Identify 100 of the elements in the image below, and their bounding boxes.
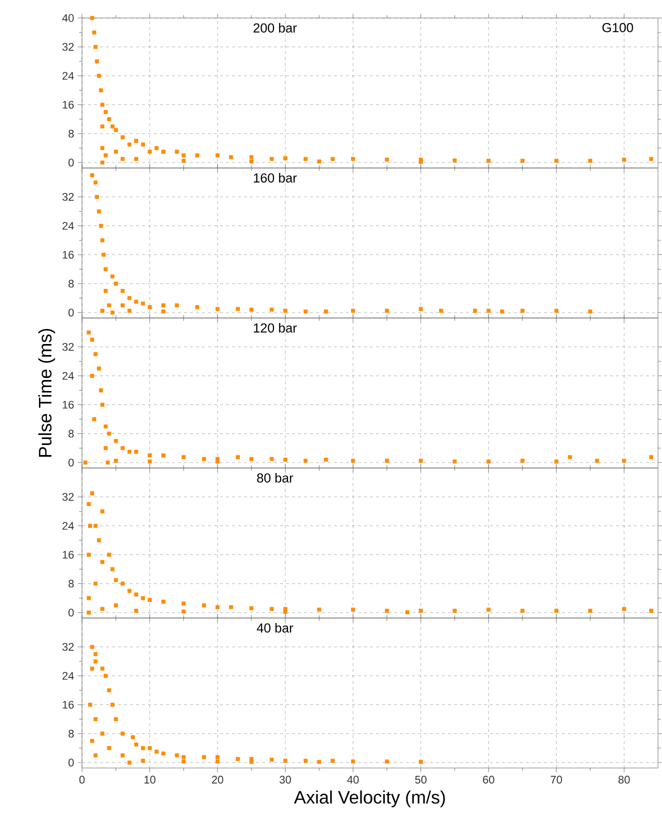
- point: [554, 459, 558, 464]
- point: [100, 560, 104, 564]
- point: [384, 308, 389, 313]
- y-tick-label: 32: [62, 43, 74, 51]
- point: [93, 180, 98, 184]
- point: [93, 582, 98, 586]
- point: [283, 156, 288, 160]
- point: [438, 308, 443, 313]
- point: [283, 458, 288, 462]
- point: [270, 456, 274, 461]
- point: [148, 459, 152, 464]
- point: [90, 644, 94, 649]
- point: [154, 750, 158, 754]
- point: [114, 438, 118, 443]
- point: [236, 756, 240, 761]
- point: [90, 173, 94, 178]
- point: [106, 432, 111, 436]
- point: [100, 666, 104, 671]
- point: [202, 755, 206, 760]
- point: [148, 598, 152, 602]
- point: [106, 117, 111, 122]
- point: [303, 309, 308, 314]
- point: [283, 308, 288, 313]
- point: [90, 666, 94, 671]
- point: [303, 758, 308, 763]
- annotation: 200 bar: [253, 23, 297, 33]
- point: [236, 455, 240, 460]
- x-axis-title: Axial Velocity (m/s): [294, 790, 445, 808]
- point: [154, 146, 158, 150]
- point: [86, 596, 91, 600]
- point: [100, 308, 104, 313]
- point: [161, 600, 166, 604]
- point: [90, 338, 94, 342]
- point: [93, 753, 98, 758]
- point: [100, 160, 104, 165]
- point: [249, 308, 254, 312]
- point: [100, 509, 104, 514]
- point: [249, 760, 254, 764]
- point: [270, 308, 274, 312]
- point: [194, 153, 199, 158]
- point: [93, 652, 98, 656]
- point: [500, 309, 504, 314]
- point: [134, 592, 138, 596]
- point: [120, 135, 124, 140]
- point: [134, 608, 138, 613]
- y-tick-label: 16: [62, 700, 74, 709]
- point: [93, 659, 98, 664]
- point: [101, 252, 106, 257]
- y-tick-label: 8: [68, 430, 74, 438]
- point: [418, 306, 423, 311]
- point: [127, 588, 132, 593]
- point: [86, 610, 91, 615]
- x-tick-label: 60: [482, 776, 494, 784]
- point: [486, 608, 490, 612]
- point: [120, 156, 124, 161]
- point: [520, 608, 524, 613]
- y-tick-label: 16: [62, 400, 74, 409]
- point: [270, 606, 274, 611]
- point: [330, 156, 335, 161]
- point: [161, 303, 166, 308]
- y-tick-label: 8: [68, 580, 74, 588]
- point: [134, 138, 138, 143]
- point: [161, 752, 166, 756]
- point: [96, 74, 101, 78]
- point: [202, 456, 206, 461]
- point: [384, 759, 389, 764]
- y-tick-label: 32: [62, 493, 74, 501]
- point: [622, 158, 626, 162]
- point: [472, 308, 477, 313]
- point: [350, 156, 355, 161]
- point: [181, 455, 186, 460]
- point: [148, 453, 152, 458]
- y-tick-label: 8: [68, 730, 74, 738]
- point: [554, 308, 558, 313]
- point: [350, 308, 355, 313]
- point: [324, 309, 328, 314]
- y-tick-label: 16: [62, 550, 74, 559]
- point: [100, 124, 104, 128]
- point: [520, 458, 524, 463]
- y-tick-label: 24: [62, 72, 74, 80]
- point: [106, 746, 111, 750]
- point: [114, 150, 118, 154]
- point: [316, 608, 321, 612]
- y-tick-label: 40: [62, 14, 74, 22]
- point: [648, 608, 653, 613]
- point: [249, 159, 254, 164]
- point: [384, 458, 389, 463]
- x-tick-label: 80: [618, 776, 630, 784]
- point: [174, 150, 179, 154]
- point: [134, 300, 138, 304]
- point: [114, 717, 118, 722]
- point: [161, 150, 166, 154]
- point: [100, 238, 104, 242]
- point: [134, 156, 138, 161]
- y-tick-label: 24: [62, 222, 74, 230]
- y-tick-label: 24: [62, 522, 74, 530]
- point: [161, 453, 166, 458]
- point: [303, 458, 308, 463]
- point: [104, 110, 108, 114]
- point: [215, 306, 220, 311]
